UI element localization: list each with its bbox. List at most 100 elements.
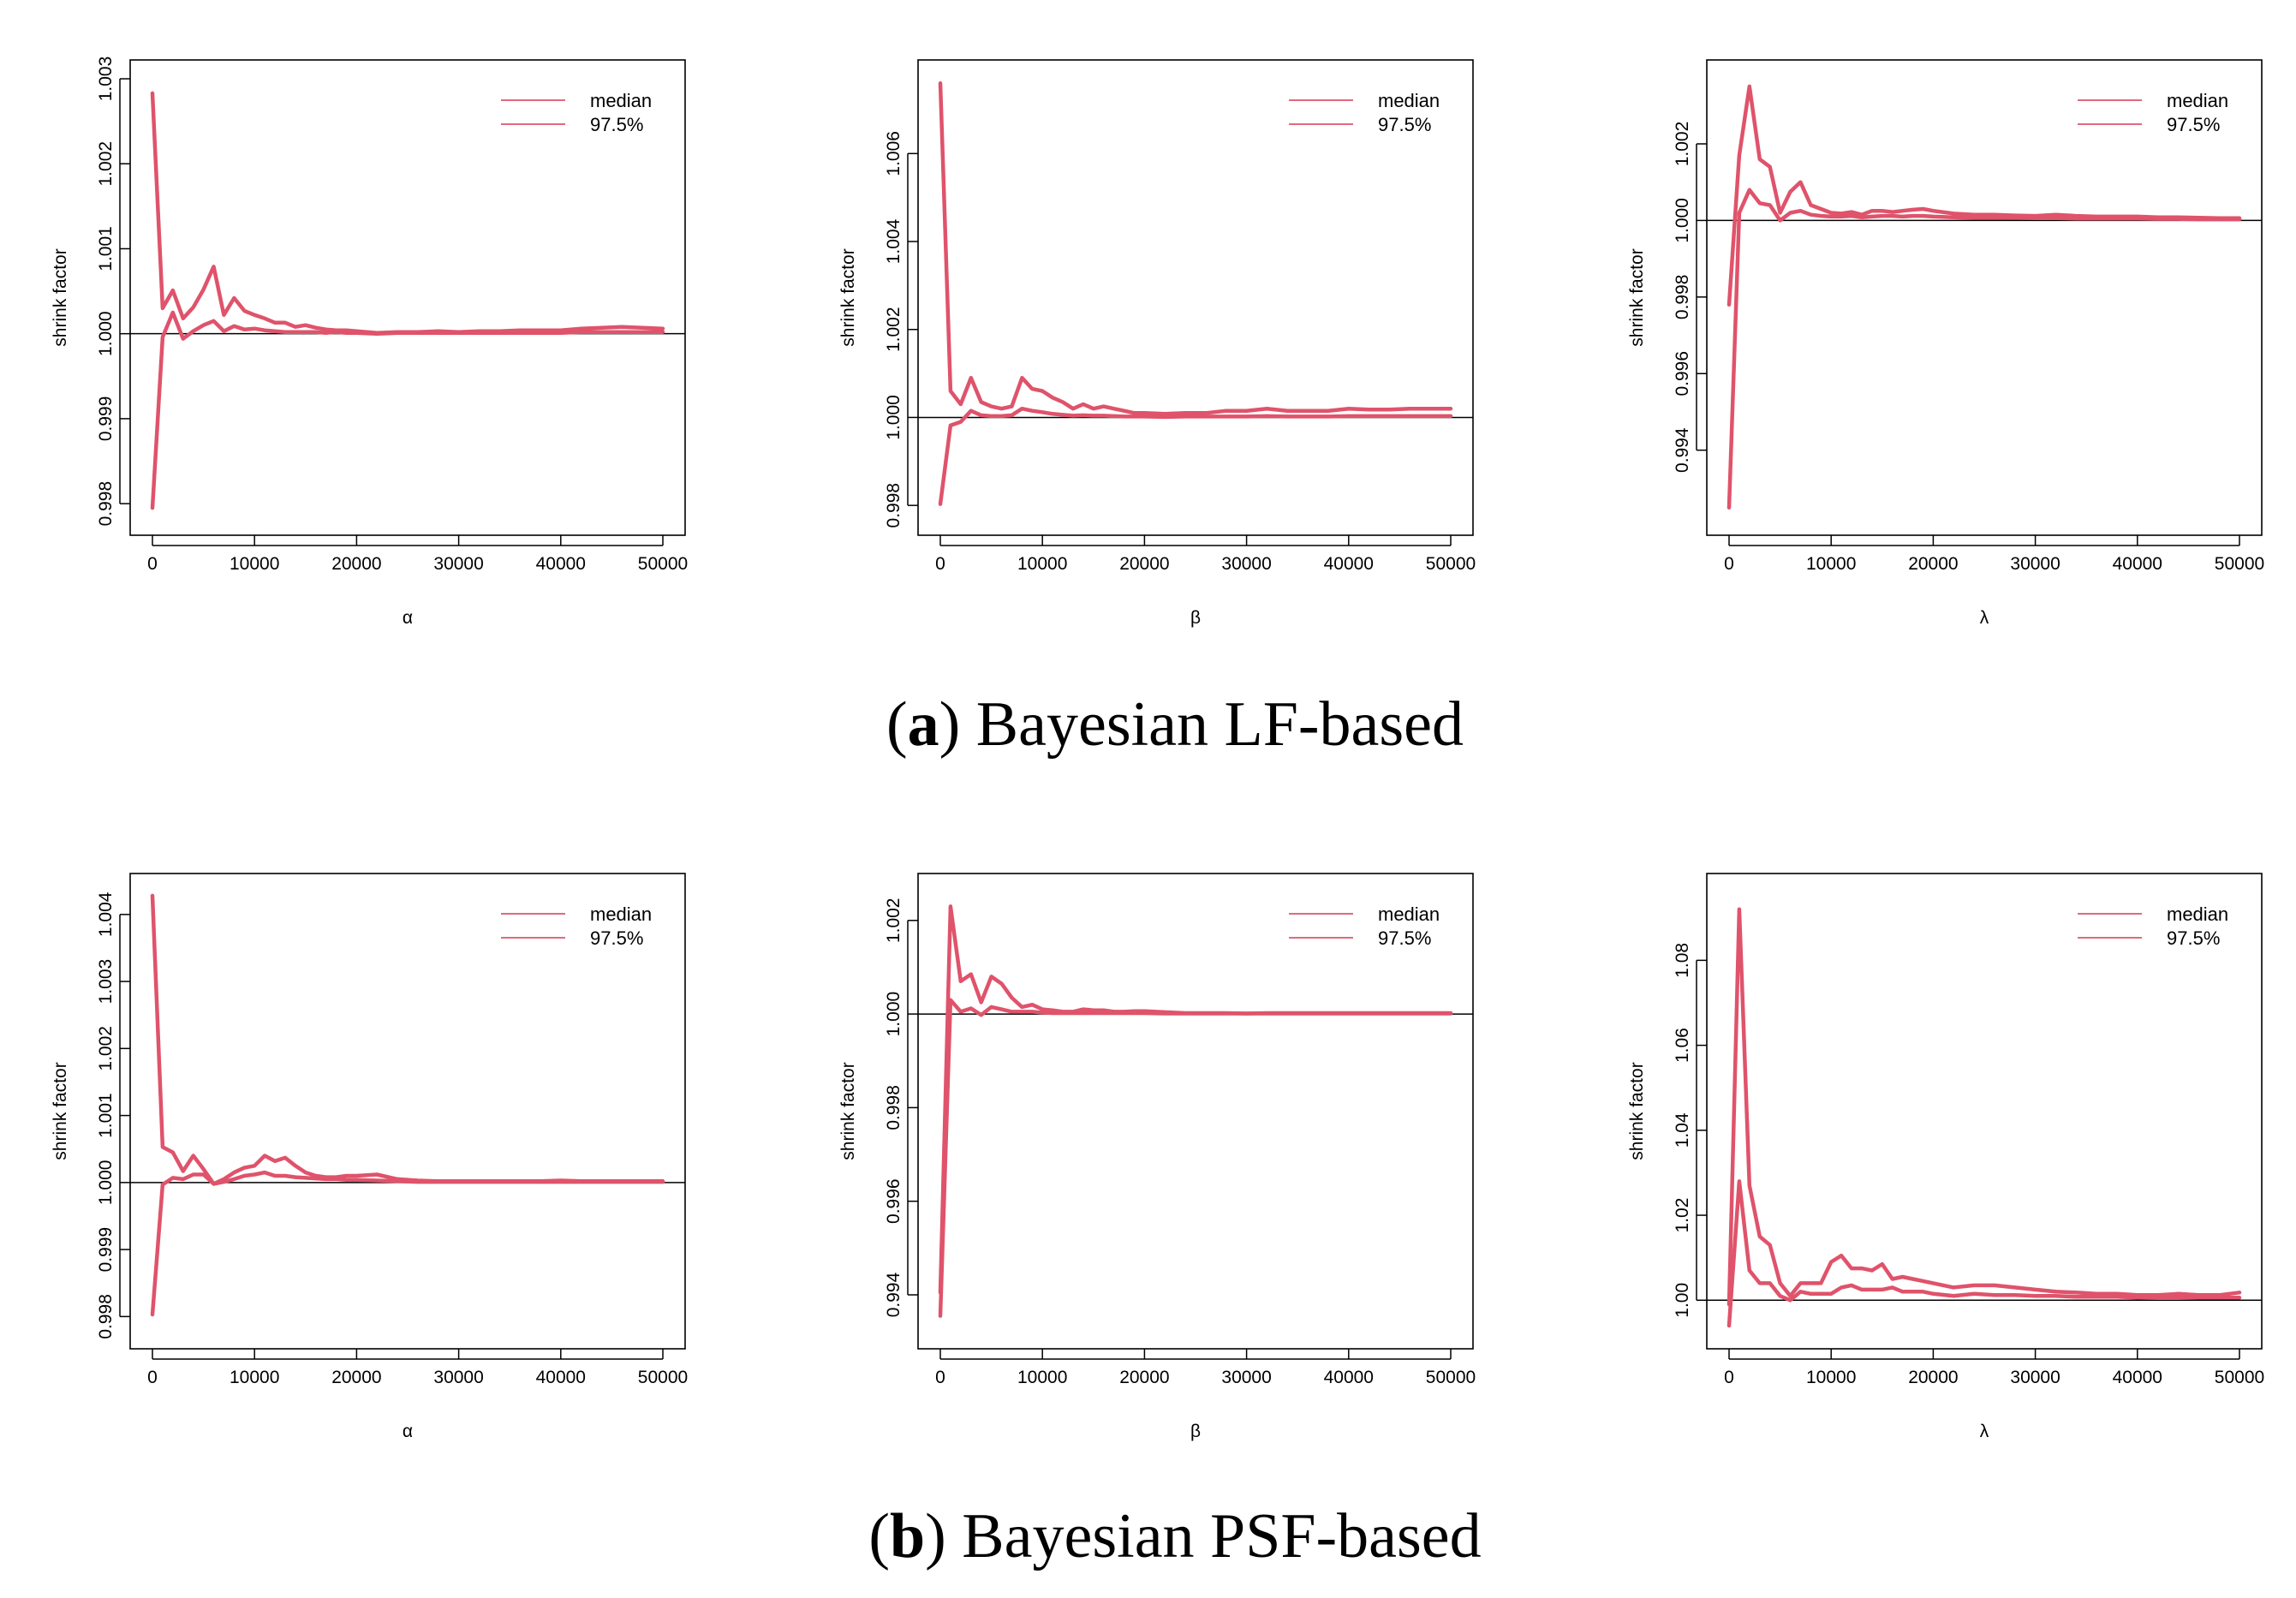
x-axis: 0 10000 20000 30000 40000 50000 (935, 1349, 1476, 1387)
y-tick-label: 0.996 (884, 1178, 903, 1224)
x-axis-title: α (403, 608, 413, 628)
y-tick-label: 1.004 (884, 218, 903, 264)
y-tick-label: 0.999 (96, 1227, 116, 1273)
y-tick-label: 1.006 (884, 131, 903, 176)
series-line-97-5 (150, 91, 665, 335)
panels: 0 10000 20000 30000 40000 50000 α 0.998 0.999 1.0… (51, 57, 2264, 1441)
x-tick-label: 0 (147, 554, 158, 574)
x-axis: 0 10000 20000 30000 40000 50000 (1724, 535, 2264, 574)
x-tick-label: 30000 (433, 1368, 483, 1387)
series-line-97-5 (1726, 84, 2242, 307)
legend-label: 97.5% (590, 114, 643, 135)
y-tick-label: 1.06 (1673, 1028, 1692, 1063)
plot-frame (917, 59, 1474, 536)
x-tick-label: 10000 (1017, 554, 1067, 574)
x-tick-label: 0 (935, 554, 945, 574)
x-axis-title: α (403, 1422, 413, 1441)
caption-a: (a) Bayesian LF-based (886, 689, 1464, 760)
x-tick-label: 10000 (1806, 1368, 1856, 1387)
series-line-median (150, 310, 665, 510)
y-tick-label: 1.003 (96, 959, 116, 1005)
x-tick-label: 30000 (433, 554, 483, 574)
y-axis: 0.998 0.999 1.000 1.001 1.002 1.003 (96, 57, 130, 527)
y-tick-label: 1.001 (96, 226, 116, 271)
x-tick-label: 0 (935, 1368, 945, 1387)
y-axis: 1.00 1.02 1.04 1.06 1.08 (1673, 943, 1707, 1318)
y-tick-label: 0.998 (96, 1294, 116, 1339)
legend-label: 97.5% (2167, 114, 2220, 135)
caption-b-text: Bayesian PSF-based (946, 1501, 1482, 1571)
panel-2: 0 10000 20000 30000 40000 50000 β 0.998 1.000 1.0… (838, 59, 1476, 628)
x-tick-label: 30000 (1221, 1368, 1271, 1387)
y-axis: 0.994 0.996 0.998 1.000 1.002 (884, 898, 918, 1317)
x-tick-label: 20000 (1119, 1368, 1169, 1387)
plot-frame (129, 873, 686, 1350)
x-tick-label: 20000 (1908, 1368, 1958, 1387)
x-axis: 0 10000 20000 30000 40000 50000 (935, 535, 1476, 574)
x-tick-label: 50000 (638, 554, 688, 574)
y-axis-title: shrink factor (838, 1062, 858, 1160)
x-tick-label: 50000 (638, 1368, 688, 1387)
legend-label: 97.5% (1378, 927, 1431, 949)
caption-b: (b) Bayesian PSF-based (868, 1501, 1481, 1571)
y-tick-label: 1.08 (1673, 943, 1692, 978)
x-axis-title: β (1190, 608, 1201, 628)
x-axis: 0 10000 20000 30000 40000 50000 (147, 1349, 688, 1387)
x-tick-label: 0 (147, 1368, 158, 1387)
legend-label: median (590, 90, 652, 111)
y-axis-title: shrink factor (51, 1062, 70, 1160)
x-tick-label: 50000 (2215, 1368, 2264, 1387)
y-axis-title: shrink factor (1627, 1062, 1647, 1160)
legend-label: median (1378, 90, 1440, 111)
x-tick-label: 50000 (1426, 554, 1476, 574)
plot-frame (129, 59, 686, 536)
caption-b-label: b (890, 1501, 925, 1571)
y-tick-label: 1.000 (884, 992, 903, 1037)
x-tick-label: 10000 (230, 554, 279, 574)
legend: median 97.5% (501, 90, 652, 135)
legend-label: 97.5% (590, 927, 643, 949)
legend-label: median (590, 903, 652, 925)
y-tick-label: 1.004 (96, 891, 116, 937)
panel-6: 0 10000 20000 30000 40000 50000λ1.001.021.041… (1627, 873, 2264, 1441)
y-axis: 0.994 0.996 0.998 1.000 1.002 (1673, 122, 1707, 473)
panel-1: 0 10000 20000 30000 40000 50000 α 0.998 0.999 1.0… (51, 57, 688, 628)
x-tick-label: 10000 (230, 1368, 279, 1387)
x-tick-label: 40000 (1324, 554, 1374, 574)
y-axis-title: shrink factor (51, 248, 70, 346)
series-line-median (1726, 188, 2242, 510)
caption-a-label: a (908, 689, 939, 760)
series-line-97-5 (938, 904, 1453, 1295)
x-axis-title: λ (1980, 608, 1989, 628)
x-tick-label: 40000 (2113, 554, 2162, 574)
x-tick-label: 10000 (1017, 1368, 1067, 1387)
legend-label: median (1378, 903, 1440, 925)
series-line-97-5 (150, 893, 665, 1186)
x-axis: 0 10000 20000 30000 40000 50000 (1724, 1349, 2264, 1387)
y-tick-label: 0.998 (96, 481, 116, 527)
x-tick-label: 20000 (331, 554, 381, 574)
y-tick-label: 0.999 (96, 397, 116, 442)
panel-3: 0 10000 20000 30000 40000 50000λ0.9940.9960.9… (1627, 59, 2264, 628)
x-tick-label: 0 (1724, 1368, 1734, 1387)
panel-5: 0 10000 20000 30000 40000 50000β0.9940.9960.9… (838, 873, 1476, 1441)
y-axis-title: shrink factor (1627, 248, 1647, 346)
y-tick-label: 1.002 (1673, 122, 1692, 167)
x-tick-label: 40000 (1324, 1368, 1374, 1387)
x-tick-label: 50000 (2215, 554, 2264, 574)
y-tick-label: 1.002 (884, 307, 903, 352)
y-tick-label: 0.998 (1673, 275, 1692, 320)
x-tick-label: 30000 (2010, 1368, 2060, 1387)
series-line-median (938, 406, 1453, 506)
y-tick-label: 1.002 (96, 141, 116, 187)
y-tick-label: 1.000 (96, 311, 116, 356)
y-tick-label: 1.00 (1673, 1283, 1692, 1318)
y-tick-label: 1.000 (96, 1160, 116, 1206)
y-tick-label: 0.994 (1673, 427, 1692, 473)
x-tick-label: 50000 (1426, 1368, 1476, 1387)
